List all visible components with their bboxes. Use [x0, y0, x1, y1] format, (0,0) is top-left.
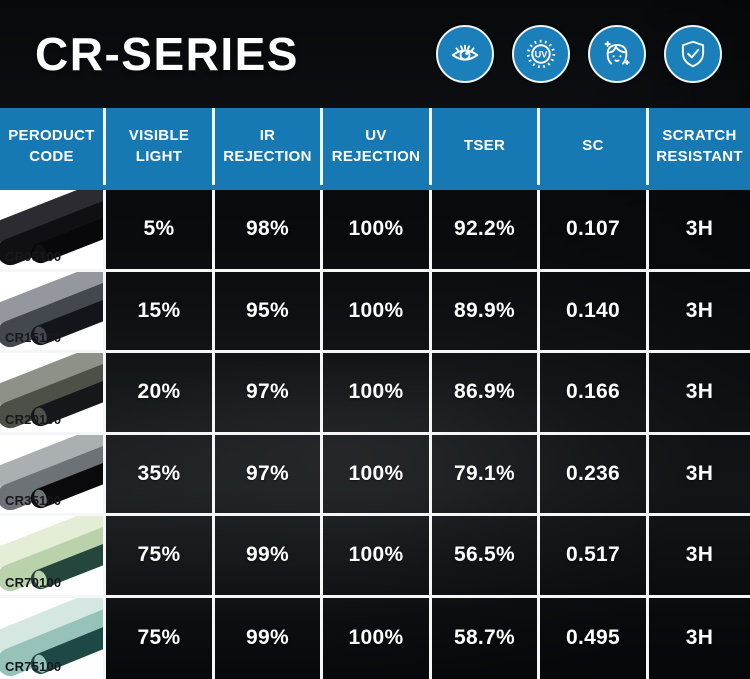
- spec-table: PERODUCT CODE VISIBLE LIGHT IR REJECTION UV…: [0, 108, 750, 679]
- product-image-cell: CR20100: [0, 353, 106, 432]
- product-image-cell: CR70100: [0, 516, 106, 595]
- visible-light-value: 20%: [106, 353, 215, 432]
- tser-value: 58.7%: [432, 597, 540, 679]
- uv-rejection-value: 100%: [323, 353, 432, 432]
- scratch-resistant-value: 3H: [649, 434, 750, 513]
- visible-light-value: 75%: [106, 597, 215, 679]
- ir-rejection-value: 97%: [215, 353, 323, 432]
- scratch-resistant-value: 3H: [649, 597, 750, 679]
- product-code-label: CR20100: [5, 411, 62, 427]
- scratch-resistant-value: 3H: [649, 516, 750, 595]
- ir-rejection-value: 97%: [215, 434, 323, 513]
- ir-rejection-value: 99%: [215, 597, 323, 679]
- svg-text:UV: UV: [535, 50, 549, 60]
- table-row: CR35100 35% 97% 100% 79.1% 0.236 3H: [0, 434, 750, 516]
- product-code-label: CR70100: [5, 574, 62, 590]
- sc-value: 0.495: [540, 597, 649, 679]
- tser-value: 56.5%: [432, 516, 540, 595]
- film-roll-image: [0, 353, 103, 429]
- uv-protection-icon: UV: [512, 25, 570, 83]
- column-header-visible-light: VISIBLE LIGHT: [106, 108, 215, 185]
- sc-value: 0.107: [540, 190, 649, 269]
- product-image-cell: CR05100: [0, 190, 106, 269]
- visible-light-value: 75%: [106, 516, 215, 595]
- sc-value: 0.166: [540, 353, 649, 432]
- table-row: CR05100 5% 98% 100% 92.2% 0.107 3H: [0, 190, 750, 272]
- tser-value: 89.9%: [432, 271, 540, 350]
- sc-value: 0.517: [540, 516, 649, 595]
- column-header-uv-rejection: UV REJECTION: [323, 108, 432, 185]
- table-row: CR70100 75% 99% 100% 56.5% 0.517 3H: [0, 516, 750, 598]
- visible-light-value: 15%: [106, 271, 215, 350]
- film-roll-image: [0, 516, 103, 592]
- uv-rejection-value: 100%: [323, 597, 432, 679]
- table-header-row: PERODUCT CODE VISIBLE LIGHT IR REJECTION UV…: [0, 108, 750, 190]
- scratch-resistant-value: 3H: [649, 190, 750, 269]
- tser-value: 86.9%: [432, 353, 540, 432]
- product-image-cell: CR75100: [0, 597, 106, 679]
- product-image-cell: CR35100: [0, 434, 106, 513]
- film-roll-image: [0, 434, 103, 510]
- column-header-tser: TSER: [432, 108, 540, 185]
- column-header-product-code: PERODUCT CODE: [0, 108, 106, 185]
- table-body: CR05100 5% 98% 100% 92.2% 0.107 3H CR151…: [0, 190, 750, 679]
- column-header-scratch-resistant: SCRATCH RESISTANT: [649, 108, 750, 185]
- banner: CR-SERIES UV: [0, 0, 750, 108]
- visible-light-eye-icon: [436, 25, 494, 83]
- uv-rejection-value: 100%: [323, 190, 432, 269]
- ir-rejection-value: 95%: [215, 271, 323, 350]
- tser-value: 79.1%: [432, 434, 540, 513]
- feature-icons: UV: [436, 25, 722, 83]
- film-roll-image: [0, 190, 103, 266]
- uv-rejection-value: 100%: [323, 516, 432, 595]
- scratch-resistant-value: 3H: [649, 271, 750, 350]
- sc-value: 0.236: [540, 434, 649, 513]
- product-code-label: CR35100: [5, 493, 62, 508]
- visible-light-value: 35%: [106, 434, 215, 513]
- product-code-label: CR75100: [5, 659, 62, 674]
- scratch-resistant-value: 3H: [649, 353, 750, 432]
- table-row: CR15100 15% 95% 100% 89.9% 0.140 3H: [0, 271, 750, 353]
- product-code-label: CR05100: [5, 248, 62, 264]
- product-image-cell: CR15100: [0, 271, 106, 350]
- ir-rejection-value: 98%: [215, 190, 323, 269]
- sc-value: 0.140: [540, 271, 649, 350]
- film-roll-image: [0, 597, 103, 676]
- skin-protection-icon: [588, 25, 646, 83]
- uv-rejection-value: 100%: [323, 271, 432, 350]
- tser-value: 92.2%: [432, 190, 540, 269]
- table-row: CR75100 75% 99% 100% 58.7% 0.495 3H: [0, 597, 750, 679]
- column-header-sc: SC: [540, 108, 649, 185]
- uv-rejection-value: 100%: [323, 434, 432, 513]
- shield-check-icon: [664, 25, 722, 83]
- visible-light-value: 5%: [106, 190, 215, 269]
- film-roll-image: [0, 271, 103, 347]
- product-code-label: CR15100: [5, 330, 62, 345]
- column-header-ir-rejection: IR REJECTION: [215, 108, 323, 185]
- table-row: CR20100 20% 97% 100% 86.9% 0.166 3H: [0, 353, 750, 435]
- page-title: CR-SERIES: [35, 28, 299, 80]
- ir-rejection-value: 99%: [215, 516, 323, 595]
